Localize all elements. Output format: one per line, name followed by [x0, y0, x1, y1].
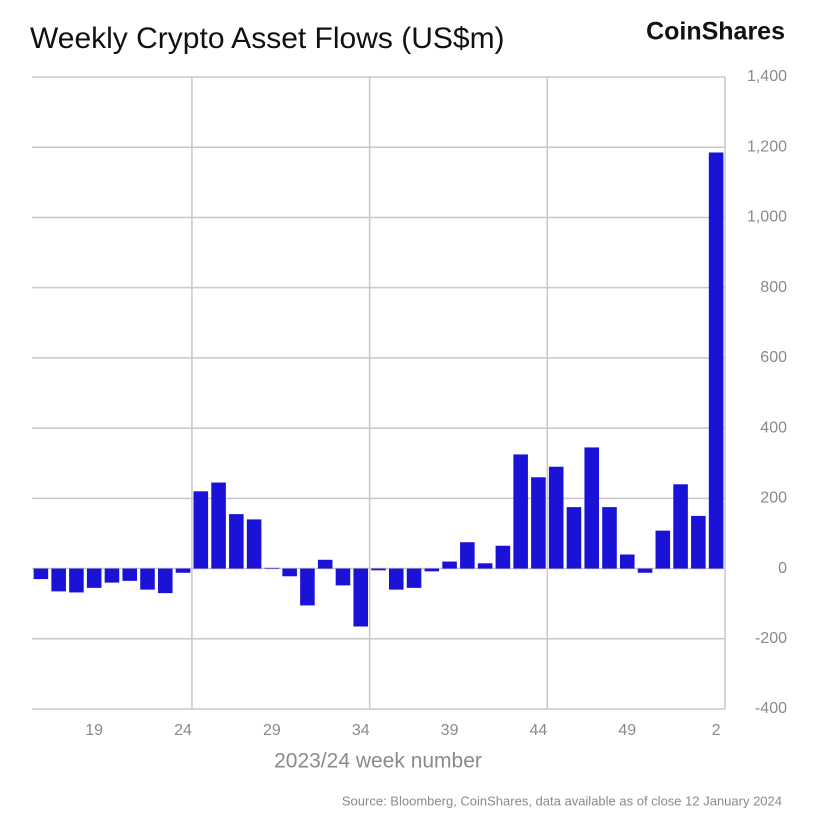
bar	[229, 514, 244, 569]
x-tick-label: 44	[530, 722, 548, 739]
bar	[531, 477, 546, 569]
x-axis-label: 2023/24 week number	[274, 750, 482, 773]
bar	[513, 454, 528, 569]
y-tick-label: 400	[760, 419, 787, 436]
bar	[406, 568, 422, 588]
x-tick-label: 29	[263, 722, 281, 739]
y-tick-label: 1,200	[747, 138, 787, 155]
chart-title: Weekly Crypto Asset Flows (US$m)	[30, 22, 505, 55]
bar	[140, 568, 155, 590]
bar	[673, 484, 688, 569]
bar	[211, 482, 226, 569]
bar	[282, 568, 297, 577]
bar	[175, 568, 191, 573]
bar	[442, 561, 457, 569]
bar	[388, 568, 404, 590]
bar	[193, 491, 209, 569]
bar	[566, 507, 582, 569]
bar	[371, 568, 386, 571]
x-tick-label: 49	[618, 722, 636, 739]
bar	[353, 568, 369, 627]
x-tick-label: 24	[174, 722, 192, 739]
bar	[619, 554, 635, 569]
bar	[51, 568, 66, 592]
bar	[655, 530, 671, 569]
bar	[548, 466, 564, 569]
bar	[637, 568, 653, 573]
bar	[460, 542, 475, 569]
x-tick-label: 2	[712, 722, 721, 739]
y-tick-label: 600	[760, 349, 787, 366]
x-tick-label: 34	[352, 722, 370, 739]
bar	[122, 568, 138, 581]
bar	[33, 568, 49, 580]
x-tick-label: 39	[441, 722, 459, 739]
bar	[335, 568, 351, 586]
bar	[495, 545, 511, 569]
y-tick-label: 800	[760, 279, 787, 296]
y-tick-label: 1,000	[747, 209, 787, 226]
y-tick-label: 200	[760, 490, 787, 507]
bar	[86, 568, 102, 588]
bar	[246, 519, 262, 569]
source-note: Source: Bloomberg, CoinShares, data avai…	[342, 793, 782, 808]
y-tick-label: 1,400	[747, 68, 787, 85]
brand-logo: CoinShares	[646, 18, 785, 46]
bar	[602, 507, 617, 569]
bar	[691, 515, 706, 569]
bar	[264, 567, 280, 569]
y-tick-label: -200	[755, 630, 787, 647]
bar	[708, 152, 724, 569]
bar	[69, 568, 84, 593]
bar	[317, 559, 333, 569]
bar	[300, 568, 315, 606]
bar	[157, 568, 173, 594]
x-tick-label: 19	[85, 722, 103, 739]
bar	[477, 563, 493, 569]
bar	[584, 447, 600, 569]
y-tick-label: 0	[778, 560, 787, 577]
bar	[424, 568, 440, 572]
bar	[104, 568, 120, 583]
y-tick-label: -400	[755, 700, 787, 717]
